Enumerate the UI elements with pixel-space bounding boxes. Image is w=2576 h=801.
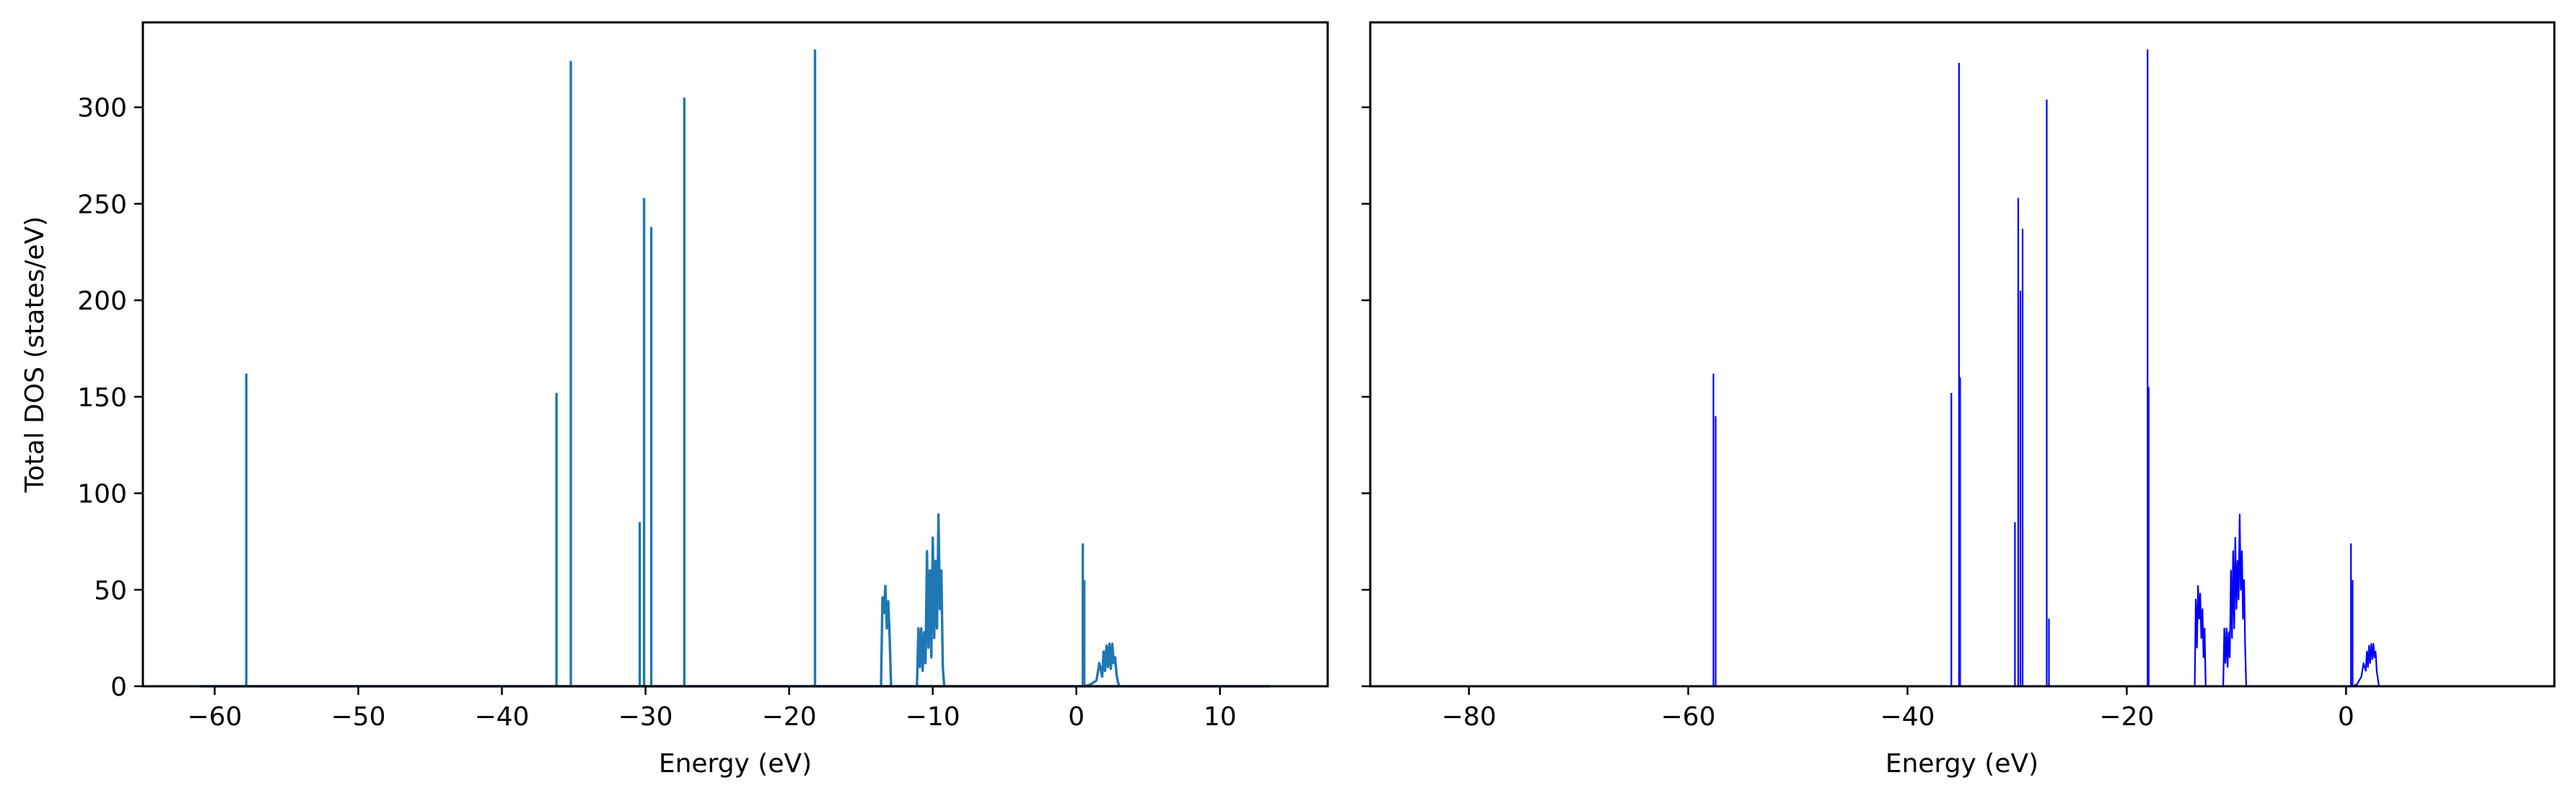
right-x-tick-label: −20 bbox=[2099, 702, 2154, 732]
right-x-tick-label: −80 bbox=[1442, 702, 1497, 732]
left-x-tick-label: −50 bbox=[331, 702, 386, 732]
left-y-tick-label: 250 bbox=[77, 190, 127, 219]
right-tick-marks: −80 −60 −40 −20 0 bbox=[1362, 106, 2354, 732]
right-x-tick-label: 0 bbox=[2338, 702, 2354, 732]
left-y-tick-label: 100 bbox=[77, 480, 127, 509]
left-axes-frame bbox=[141, 21, 1329, 688]
right-series-band bbox=[2194, 585, 2207, 687]
left-x-tick-label: −10 bbox=[906, 702, 960, 732]
right-series-band bbox=[2222, 513, 2248, 687]
left-x-tick-label: −20 bbox=[762, 702, 817, 732]
left-y-axis-label: Total DOS (states/eV) bbox=[20, 216, 50, 494]
left-x-tick-label: 0 bbox=[1068, 702, 1085, 732]
left-y-tick-label: 150 bbox=[77, 383, 127, 413]
left-x-tick-label: 10 bbox=[1204, 702, 1237, 732]
left-series-band bbox=[880, 585, 893, 687]
left-x-axis-label: Energy (eV) bbox=[659, 749, 812, 779]
right-x-tick-label: −60 bbox=[1661, 702, 1716, 732]
left-panel: −60 −50 −40 −30 −20 −10 0 10050100150200250300 … bbox=[20, 21, 1329, 779]
left-y-tick-label: 300 bbox=[77, 94, 127, 123]
left-series-band bbox=[916, 513, 946, 687]
right-x-axis-label: Energy (eV) bbox=[1885, 749, 2038, 779]
right-panel: −80 −60 −40 −20 0 Energy (eV) bbox=[1362, 21, 2556, 779]
left-y-tick-label: 200 bbox=[77, 286, 127, 316]
left-x-tick-label: −40 bbox=[475, 702, 530, 732]
left-y-tick-label: 0 bbox=[110, 673, 127, 702]
left-x-tick-label: −60 bbox=[188, 702, 242, 732]
left-series-band bbox=[1085, 642, 1121, 688]
right-series-band bbox=[2352, 643, 2380, 688]
right-x-tick-label: −40 bbox=[1880, 702, 1935, 732]
left-x-tick-label: −30 bbox=[618, 702, 673, 732]
left-y-tick-label: 50 bbox=[94, 576, 127, 605]
right-axes-frame bbox=[1369, 21, 2556, 688]
